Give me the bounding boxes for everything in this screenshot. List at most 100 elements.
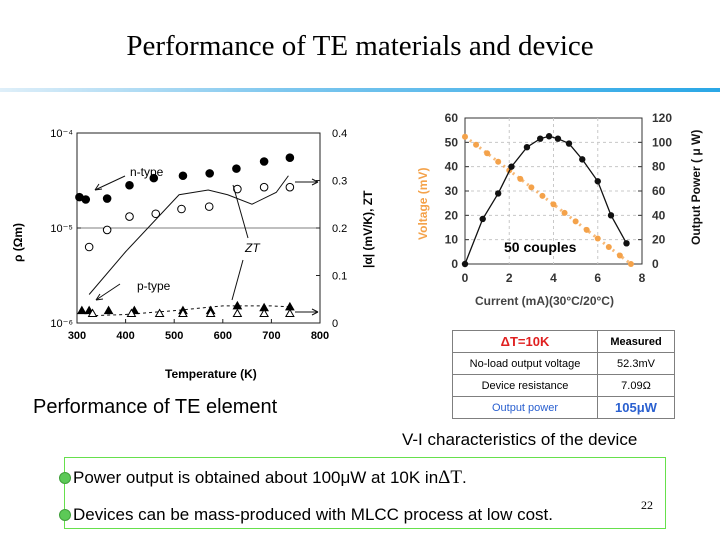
- row-value: 7.09Ω: [597, 374, 675, 397]
- y-right-tick-label: 0.1: [332, 271, 347, 283]
- voltage-point: [605, 243, 612, 250]
- p-type-label: p-type: [137, 279, 171, 293]
- y-left-tick-label: 60: [445, 111, 459, 125]
- data-point: [76, 305, 87, 315]
- voltage-point: [550, 201, 557, 208]
- bullet-text: Devices can be mass-produced with MLCC p…: [73, 505, 553, 524]
- couples-label: 50 couples: [504, 239, 577, 255]
- data-point: [81, 195, 91, 204]
- table-header-condition: ΔT=10K: [452, 330, 598, 353]
- y-right-tick-label: 40: [652, 208, 666, 222]
- x-tick-label: 400: [116, 330, 134, 342]
- bullet-item: Power output is obtained about 100μW at …: [59, 467, 467, 489]
- data-point: [103, 305, 114, 315]
- data-point: [259, 308, 269, 317]
- voltage-point: [462, 133, 468, 140]
- voltage-point: [583, 226, 590, 233]
- trend-line: [89, 305, 291, 317]
- y-right-tick-label: 0.3: [332, 176, 347, 188]
- y-left-tick-label: 10⁻⁴: [50, 128, 73, 140]
- y-left-tick-label: 40: [445, 160, 459, 174]
- power-point: [508, 163, 515, 170]
- data-point: [233, 184, 242, 194]
- trend-line: [88, 175, 289, 295]
- summary-box: Power output is obtained about 100μW at …: [59, 457, 666, 529]
- voltage-line: [464, 135, 632, 266]
- voltage-point: [539, 192, 546, 199]
- voltage-point: [484, 150, 491, 157]
- voltage-point: [594, 235, 601, 242]
- table-row: Device resistance 7.09Ω: [452, 374, 675, 397]
- voltage-point: [572, 218, 579, 225]
- row-value: 52.3mV: [597, 352, 675, 375]
- data-point: [149, 173, 159, 183]
- bullet-text: Power output is obtained about 100μW at …: [73, 468, 439, 487]
- power-point: [579, 156, 586, 163]
- table-header-measured: Measured: [597, 330, 675, 353]
- y-right-tick-label: 0.4: [332, 128, 347, 140]
- power-point: [565, 140, 573, 147]
- row-label: No-load output voltage: [452, 352, 598, 375]
- data-point: [125, 180, 134, 190]
- data-point: [84, 242, 94, 252]
- y-right-tick-label: 100: [652, 135, 672, 149]
- table-header-row: ΔT=10K Measured: [452, 330, 675, 353]
- y-left-tick-label: 10⁻⁶: [50, 318, 73, 330]
- data-point: [87, 308, 98, 317]
- power-point: [494, 190, 502, 197]
- x-tick-label: 800: [311, 330, 329, 342]
- x-tick-label: 300: [68, 330, 86, 342]
- data-point: [285, 153, 295, 163]
- device-spec-table: ΔT=10K Measured No-load output voltage 5…: [452, 330, 675, 419]
- vi-characteristics-chart: 0 2 4 6 8 0 10 20 30 40 50 60 0 20 40 60 80 100 120 50 c…: [416, 111, 703, 308]
- annotation-arrows: [94, 175, 319, 316]
- zt-label: ZT: [244, 241, 261, 255]
- x-tick-label: 600: [214, 330, 232, 342]
- data-point: [102, 225, 112, 235]
- y-right-tick-label: 0: [652, 257, 659, 271]
- data-point: [232, 308, 243, 317]
- power-point: [594, 178, 601, 185]
- power-point: [537, 135, 544, 142]
- voltage-point: [528, 184, 535, 191]
- power-point: [461, 260, 469, 268]
- page-number: 22: [641, 498, 653, 512]
- power-point: [479, 215, 486, 223]
- y-right-tick-label: 20: [652, 233, 666, 247]
- right-y-axis-title: |α| (mV/K), ZT: [361, 190, 375, 268]
- data-point: [178, 308, 188, 317]
- table-row: No-load output voltage 52.3mV: [452, 352, 675, 375]
- voltage-point: [627, 261, 634, 267]
- data-point: [178, 171, 188, 181]
- voltage-axis-title: Voltage (mV): [416, 168, 430, 240]
- y-left-tick-label: 50: [445, 135, 459, 149]
- right-figure-caption: V-I characteristics of the device: [402, 430, 638, 449]
- bullet-item: Devices can be mass-produced with MLCC p…: [59, 505, 553, 525]
- voltage-point: [495, 158, 502, 165]
- n-type-label: n-type: [130, 165, 164, 179]
- data-point: [285, 308, 295, 317]
- x-tick-label: 500: [165, 330, 183, 342]
- voltage-point: [616, 252, 623, 259]
- y-left-tick-label: 0: [451, 257, 458, 271]
- x-tick-label: 8: [639, 271, 646, 285]
- table-row: Output power 105μW: [452, 396, 675, 419]
- data-point: [205, 308, 216, 317]
- data-point: [285, 182, 295, 192]
- vi-x-axis-title: Current (mA)(30°C/20°C): [475, 294, 614, 308]
- left-figure-caption: Performance of TE element: [33, 396, 278, 418]
- data-point: [259, 157, 269, 166]
- data-point: [177, 204, 186, 214]
- row-label: Device resistance: [452, 374, 598, 397]
- left-x-axis-title: Temperature (K): [165, 367, 257, 381]
- y-left-tick-label: 10⁻⁵: [50, 223, 73, 235]
- data-point: [204, 202, 214, 211]
- y-right-tick-label: 120: [652, 111, 672, 125]
- row-label: Output power: [452, 396, 598, 419]
- data-point: [154, 308, 165, 317]
- title-divider: [0, 88, 720, 92]
- power-point: [523, 144, 531, 151]
- row-value: 105μW: [597, 396, 675, 419]
- left-y-axis-title: ρ (Ωm): [11, 223, 25, 262]
- slide-title: Performance of TE materials and device: [126, 30, 594, 62]
